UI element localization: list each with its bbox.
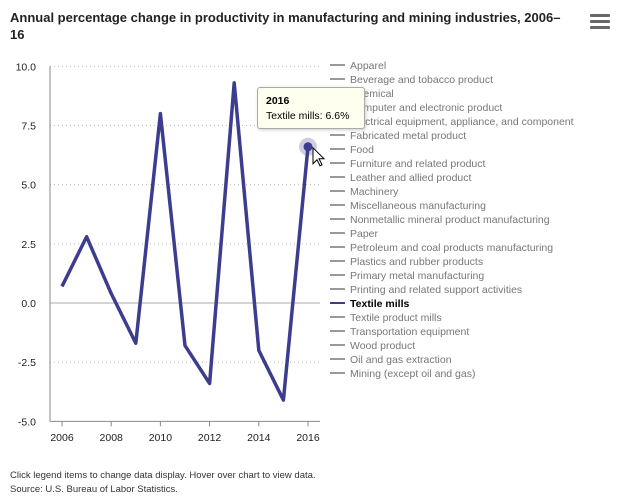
legend-label: Paper xyxy=(350,228,379,240)
legend-label: Oil and gas extraction xyxy=(350,354,452,366)
legend-label: Primary metal manufacturing xyxy=(350,270,484,282)
cursor-icon xyxy=(312,146,326,167)
legend-label: Beverage and tobacco product xyxy=(350,74,493,86)
tooltip-text: Textile mills: 6.6% xyxy=(266,110,350,122)
legend-label: Textile product mills xyxy=(350,312,442,324)
legend-label: Electrical equipment, appliance, and com… xyxy=(350,116,574,128)
legend-item[interactable]: Mining (except oil and gas) xyxy=(330,368,475,380)
legend-item[interactable]: Miscellaneous manufacturing xyxy=(330,200,486,212)
legend-item[interactable]: Textile product mills xyxy=(330,312,442,324)
legend-label: Computer and electronic product xyxy=(350,102,502,114)
y-tick-label: 2.5 xyxy=(21,239,36,251)
x-tick-label: 2010 xyxy=(149,432,173,444)
footer-note: Click legend items to change data displa… xyxy=(10,470,316,481)
legend-label: Apparel xyxy=(350,60,386,72)
legend-item[interactable]: Printing and related support activities xyxy=(330,284,522,296)
legend-item[interactable]: Nonmetallic mineral product manufacturin… xyxy=(330,214,550,226)
legend-item[interactable]: Textile mills xyxy=(330,298,409,310)
tooltip-year: 2016 xyxy=(266,95,290,107)
legend-label: Textile mills xyxy=(350,298,409,310)
legend-item[interactable]: Machinery xyxy=(330,186,399,198)
legend-label: Leather and allied product xyxy=(350,172,472,184)
footer: Click legend items to change data displa… xyxy=(10,469,316,497)
series-line-textile-mills xyxy=(60,81,310,402)
x-tick-label: 2008 xyxy=(100,432,124,444)
chart-title: Annual percentage change in productivity… xyxy=(10,10,561,42)
legend-item[interactable]: Transportation equipment xyxy=(330,326,469,338)
x-tick-label: 2016 xyxy=(296,432,320,444)
y-tick-label: 5.0 xyxy=(21,180,36,192)
line-chart[interactable]: 10.0 7.5 5.0 2.5 0.0 -2.5 -5.0 2006 2008 2010 2012… xyxy=(0,0,620,460)
hover-point xyxy=(303,142,313,152)
hamburger-menu-icon[interactable] xyxy=(590,14,610,30)
y-tick-label: 0.0 xyxy=(21,298,36,310)
legend-item[interactable]: Fabricated metal product xyxy=(330,130,466,142)
legend-label: Food xyxy=(350,144,374,156)
tooltip: 2016 Textile mills: 6.6% xyxy=(257,87,365,129)
legend-label: Printing and related support activities xyxy=(350,284,522,296)
legend-item[interactable]: Apparel xyxy=(330,60,386,72)
legend-item[interactable]: Beverage and tobacco product xyxy=(330,74,493,86)
legend-label: Mining (except oil and gas) xyxy=(350,368,475,380)
legend-item[interactable]: Leather and allied product xyxy=(330,172,472,184)
y-tick-label: 10.0 xyxy=(16,61,37,73)
y-tick-label: -2.5 xyxy=(18,357,36,369)
legend-label: Petroleum and coal products manufacturin… xyxy=(350,242,553,254)
legend-item[interactable]: Food xyxy=(330,144,374,156)
legend-item[interactable]: Primary metal manufacturing xyxy=(330,270,484,282)
legend-label: Plastics and rubber products xyxy=(350,256,483,268)
legend-item[interactable]: Furniture and related product xyxy=(330,158,485,170)
legend-label: Miscellaneous manufacturing xyxy=(350,200,486,212)
x-tick-label: 2012 xyxy=(198,432,222,444)
legend-item[interactable]: Electrical equipment, appliance, and com… xyxy=(330,116,574,128)
legend-label: Wood product xyxy=(350,340,415,352)
legend-item[interactable]: Plastics and rubber products xyxy=(330,256,483,268)
legend-label: Nonmetallic mineral product manufacturin… xyxy=(350,214,550,226)
legend-item[interactable]: Paper xyxy=(330,228,379,240)
legend-item[interactable]: Oil and gas extraction xyxy=(330,354,452,366)
legend-item[interactable]: Petroleum and coal products manufacturin… xyxy=(330,242,553,254)
legend-label: Furniture and related product xyxy=(350,158,485,170)
x-tick-label: 2014 xyxy=(247,432,271,444)
x-tick-label: 2006 xyxy=(50,432,74,444)
y-tick-label: -5.0 xyxy=(18,416,36,428)
legend-label: Machinery xyxy=(350,186,399,198)
y-tick-label: 7.5 xyxy=(21,120,36,132)
footer-source: Source: U.S. Bureau of Labor Statistics. xyxy=(10,484,178,495)
legend-item[interactable]: Wood product xyxy=(330,340,415,352)
legend-label: Fabricated metal product xyxy=(350,130,466,142)
legend-label: Transportation equipment xyxy=(350,326,469,338)
